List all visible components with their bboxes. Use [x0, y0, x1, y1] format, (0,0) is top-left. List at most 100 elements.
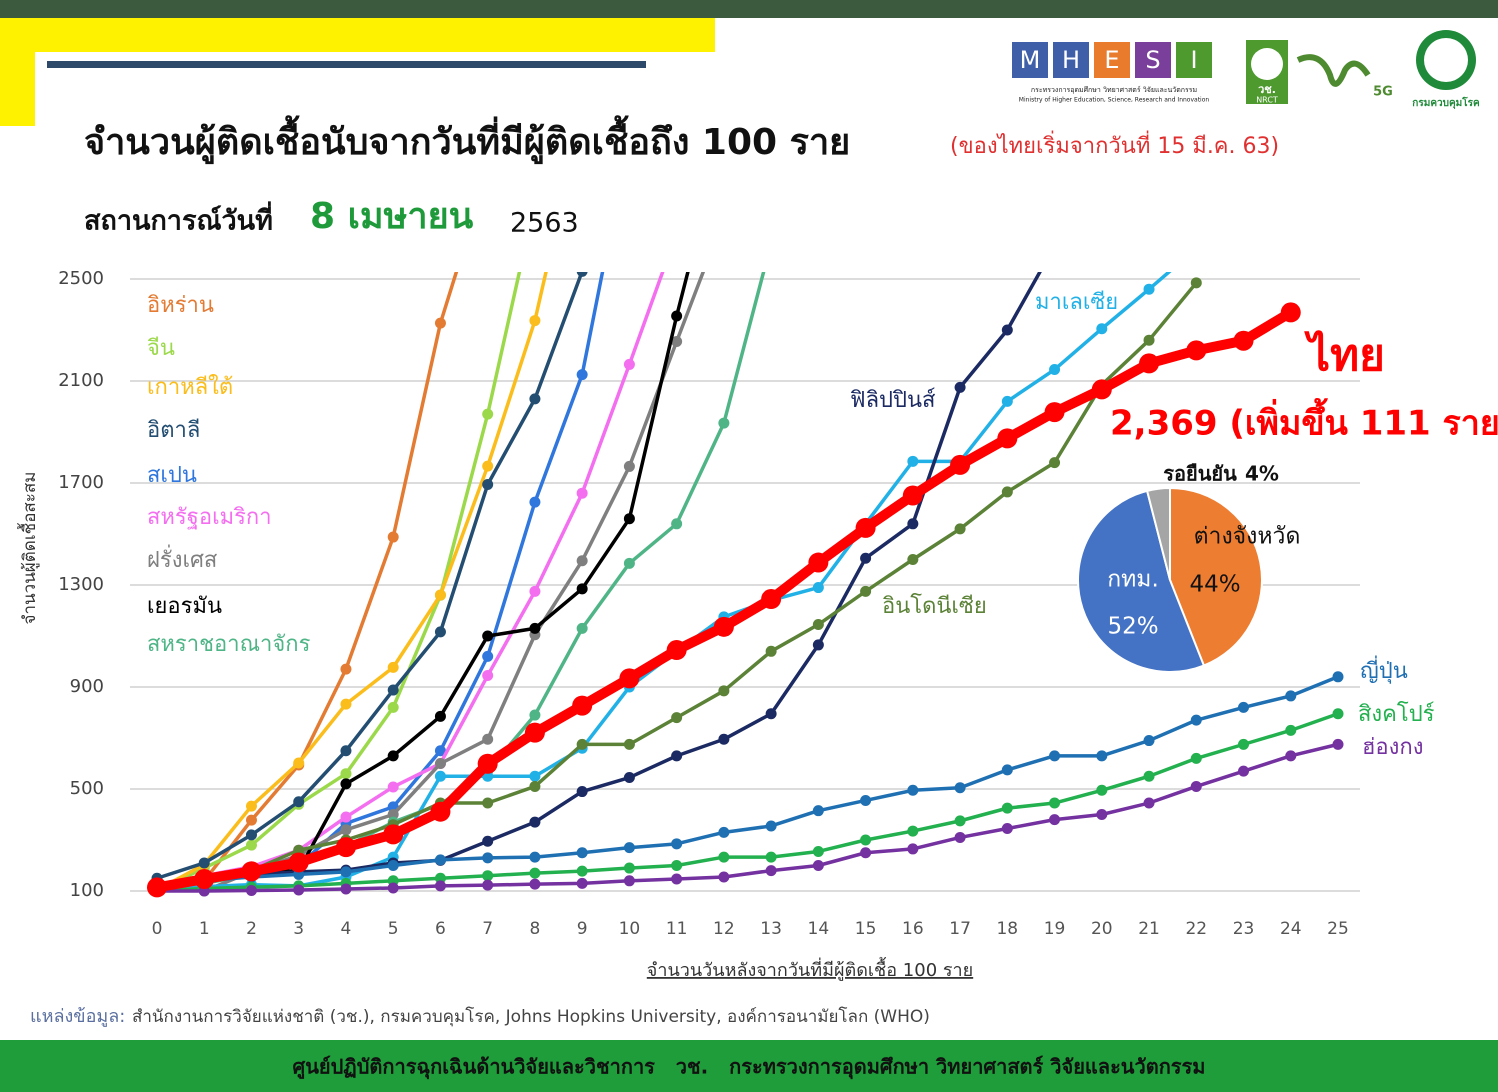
data-point: [1001, 395, 1013, 407]
data-point: [718, 826, 730, 838]
data-point: [576, 877, 588, 889]
data-point: [907, 843, 919, 855]
logo-letter: H: [1062, 46, 1080, 74]
data-point: [529, 780, 541, 792]
x-tick-label: 12: [713, 919, 735, 939]
data-point: [434, 872, 446, 884]
y-tick-label: 100: [70, 880, 104, 901]
pie-value-label: 44%: [1189, 572, 1240, 598]
x-tick-label: 10: [619, 919, 641, 939]
data-point: [1190, 752, 1202, 764]
data-point: [482, 479, 494, 491]
data-point: [1096, 323, 1108, 335]
data-point: [245, 884, 257, 896]
series-line: [156, 272, 584, 880]
data-point: [434, 854, 446, 866]
data-point: [529, 770, 541, 782]
data-point: [1044, 402, 1065, 423]
data-point: [907, 554, 919, 565]
ministry-en: Ministry of Higher Education, Science, R…: [1019, 97, 1210, 104]
data-point: [666, 640, 687, 661]
data-point: [387, 701, 399, 713]
logo-box: [1053, 42, 1089, 78]
data-point: [761, 589, 782, 610]
top-band: [0, 0, 1498, 18]
data-point: [1280, 302, 1301, 323]
series-label: สหราชอาณาจักร: [147, 632, 311, 657]
data-point: [576, 487, 588, 499]
x-tick-label: 21: [1138, 919, 1160, 939]
x-tick-label: 15: [855, 919, 877, 939]
data-point: [623, 862, 635, 874]
nrct-en: NRCT: [1256, 96, 1278, 105]
y-tick-label: 2100: [58, 370, 104, 391]
data-point: [671, 750, 683, 762]
data-point: [1001, 823, 1013, 835]
logo-box: [1176, 42, 1212, 78]
data-point: [335, 837, 356, 858]
data-point: [434, 758, 446, 769]
data-point: [907, 455, 919, 467]
series-label: เยอรมัน: [147, 594, 222, 619]
footer-band: [0, 1040, 1498, 1092]
data-point: [1191, 243, 1202, 254]
data-point: [718, 212, 729, 223]
data-point: [718, 851, 730, 863]
wch-logo: [1296, 54, 1371, 87]
plot-area: [147, 212, 1344, 898]
series-label: จีน: [147, 336, 175, 361]
data-point: [529, 851, 541, 863]
y-tick-label: 500: [70, 778, 104, 799]
series-label: มาเลเซีย: [1035, 290, 1118, 315]
data-point: [671, 860, 683, 871]
data-point: [434, 710, 446, 722]
ddc-name: กรมควบคุมโรค: [1412, 96, 1480, 109]
data-point: [855, 517, 876, 538]
data-point: [482, 879, 494, 891]
data-point: [1190, 780, 1202, 792]
x-tick-label: 6: [435, 919, 446, 939]
y-tick-label: 900: [70, 676, 104, 697]
x-tick-label: 11: [666, 919, 688, 939]
data-point: [1049, 814, 1061, 826]
data-point: [954, 782, 966, 794]
data-point: [1001, 764, 1013, 776]
data-point: [1139, 353, 1160, 374]
data-point: [623, 875, 635, 887]
data-point: [387, 531, 399, 543]
data-point: [1096, 750, 1108, 762]
status-prefix: สถานการณ์วันที่: [84, 201, 273, 237]
series-line: [156, 272, 548, 892]
series-label: อิหร่าน: [147, 293, 214, 318]
pie-value-label: 4%: [1245, 462, 1279, 486]
data-point: [576, 272, 588, 277]
data-point: [623, 513, 635, 525]
data-point: [340, 778, 352, 790]
data-point: [572, 695, 593, 716]
data-point: [434, 880, 446, 892]
data-point: [524, 722, 545, 743]
data-point: [387, 661, 399, 673]
data-point: [718, 417, 730, 429]
data-point: [765, 851, 777, 863]
data-point: [576, 622, 588, 634]
data-point: [434, 626, 446, 638]
x-tick-label: 3: [293, 919, 304, 939]
data-point: [860, 834, 872, 846]
data-point: [434, 745, 446, 757]
data-point: [1186, 340, 1207, 361]
data-point: [482, 460, 494, 472]
y-tick-label: 2500: [58, 268, 104, 289]
x-tick-label: 2: [246, 919, 257, 939]
series-label: เกาหลีใต้: [147, 374, 233, 400]
data-point: [671, 518, 683, 530]
data-point: [529, 393, 541, 405]
pie-category: กทม.: [1107, 567, 1159, 593]
data-point: [954, 815, 966, 827]
data-point: [812, 639, 824, 651]
series-label: อินโดนีเซีย: [882, 593, 987, 619]
data-point: [623, 557, 635, 569]
data-point: [812, 805, 824, 817]
data-point: [671, 228, 682, 239]
data-point: [902, 485, 923, 506]
